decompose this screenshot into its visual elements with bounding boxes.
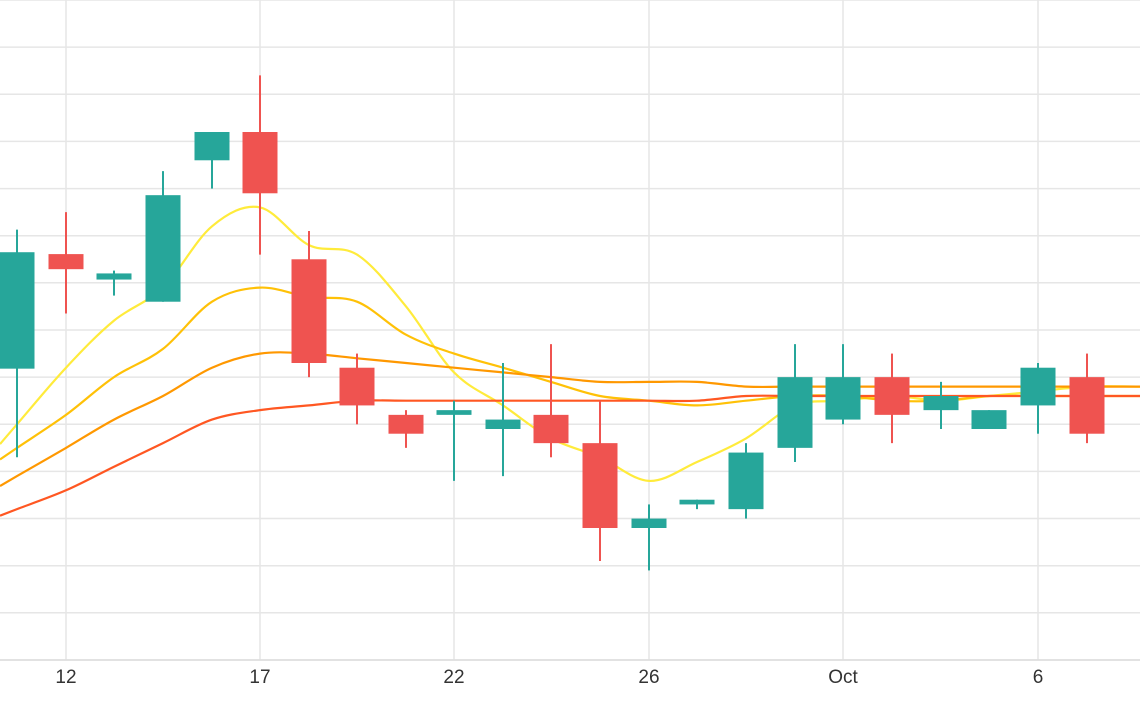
- moving-average-line-3: [0, 351, 1140, 487]
- candle-sep-30: [825, 344, 861, 425]
- candle-body: [0, 252, 35, 369]
- candle-sep-19: [388, 410, 424, 448]
- candle-sep-20: [436, 400, 472, 481]
- candle-oct-7: [1069, 353, 1105, 444]
- candle-sep-15: [194, 132, 230, 189]
- candle-body: [436, 410, 472, 415]
- candle-body: [291, 259, 327, 363]
- grid: [0, 0, 1140, 661]
- candle-sep-28: [728, 443, 764, 519]
- moving-average-line-2: [0, 286, 1140, 461]
- candle-sep-11: [0, 229, 35, 458]
- candle-sep-16: [242, 75, 278, 255]
- candle-body: [242, 132, 278, 194]
- candle-oct-1: [874, 353, 910, 444]
- candle-body: [728, 452, 764, 510]
- candle-oct-2: [923, 381, 959, 429]
- candle-body: [388, 414, 424, 434]
- candle-sep-25: [582, 400, 618, 561]
- candle-body: [96, 273, 132, 280]
- x-tick-label-12: 12: [55, 667, 76, 688]
- candle-oct-6: [1020, 363, 1056, 434]
- candle-body: [825, 377, 861, 420]
- candle-body: [874, 377, 910, 415]
- candle-sep-14: [145, 171, 181, 302]
- x-tick-label-22: 22: [443, 667, 464, 688]
- x-tick-label-oct: Oct: [828, 667, 858, 688]
- candle-body: [485, 419, 521, 429]
- x-tick-label-17: 17: [249, 667, 270, 688]
- x-tick-label-6: 6: [1033, 667, 1044, 688]
- candle-sep-26: [631, 504, 667, 571]
- candle-sep-24: [533, 344, 569, 458]
- candle-sep-29: [777, 344, 813, 462]
- candle-sep-18: [339, 353, 375, 425]
- candle-sep-17: [291, 231, 327, 378]
- candle-body: [1069, 377, 1105, 434]
- candle-sep-21: [485, 363, 521, 477]
- candle-body: [631, 518, 667, 528]
- candle-body: [777, 377, 813, 448]
- candle-body: [48, 254, 84, 270]
- candles: [0, 75, 1105, 571]
- candle-sep-12: [48, 212, 84, 314]
- candle-sep-27: [679, 499, 715, 510]
- moving-average-line-4: [0, 394, 1140, 517]
- candle-body: [923, 396, 959, 411]
- candle-body: [971, 410, 1007, 429]
- candle-body: [1020, 367, 1056, 406]
- candle-body: [533, 414, 569, 444]
- candle-body: [194, 132, 230, 161]
- candle-oct-3: [971, 410, 1007, 429]
- x-tick-label-26: 26: [638, 667, 659, 688]
- candle-body: [339, 367, 375, 406]
- candle-sep-13: [96, 270, 132, 296]
- x-axis: 12 17 22 26 Oct 6: [55, 667, 1043, 688]
- candle-body: [679, 499, 715, 505]
- candle-body: [145, 195, 181, 302]
- candle-body: [582, 443, 618, 528]
